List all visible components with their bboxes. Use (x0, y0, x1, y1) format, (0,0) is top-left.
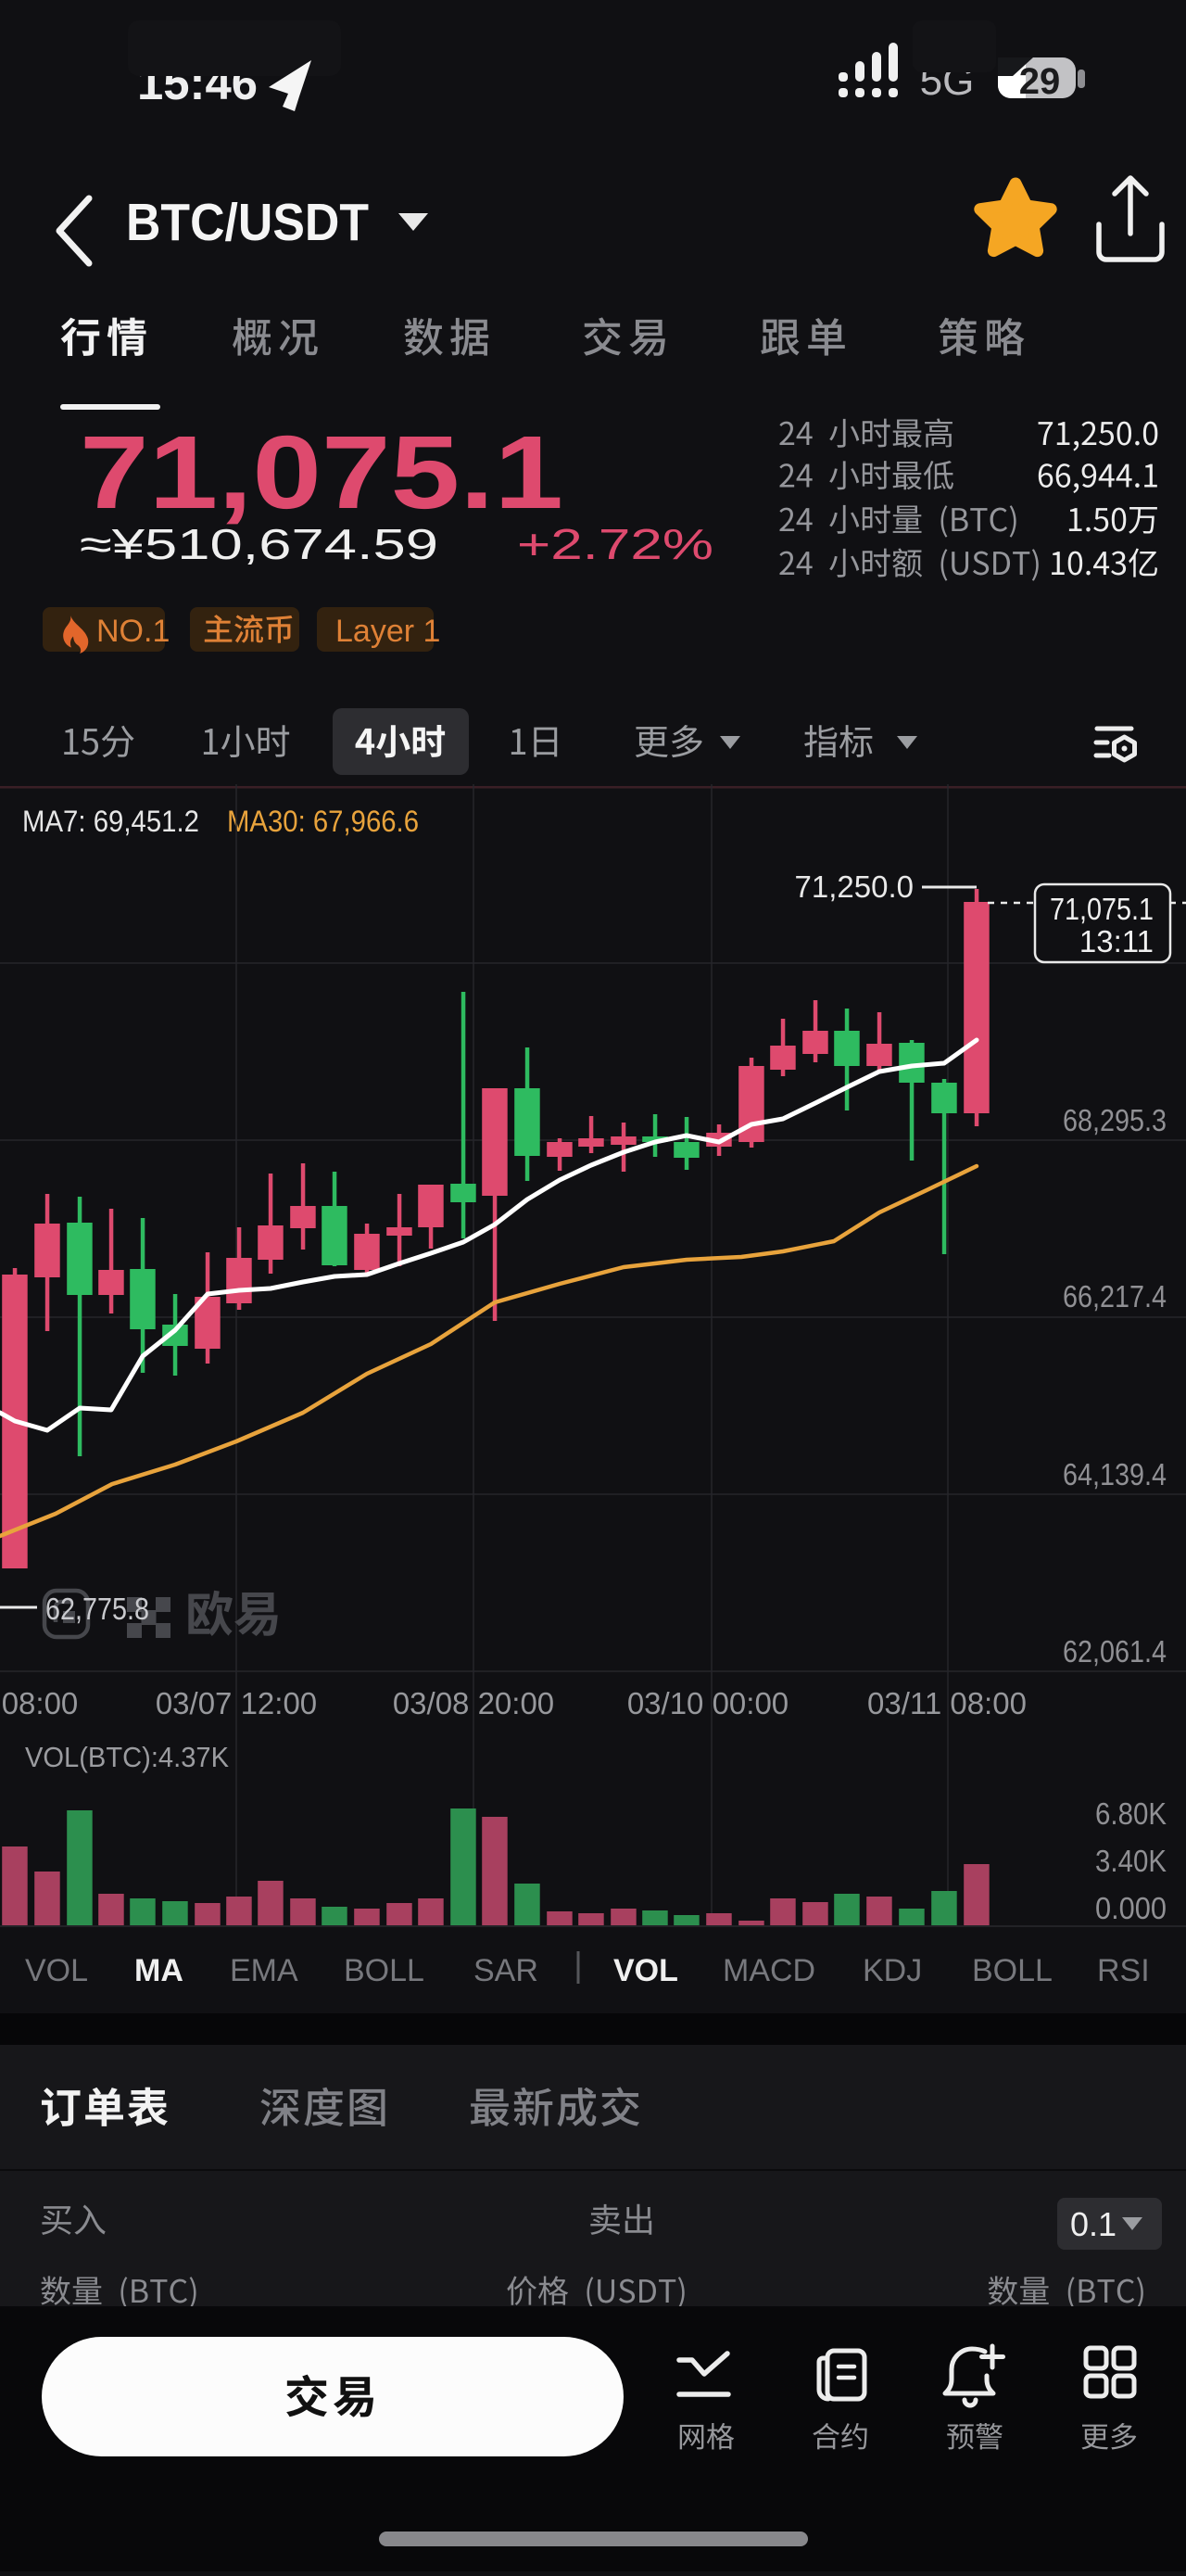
svg-text:03/11 08:00: 03/11 08:00 (867, 1686, 1027, 1720)
svg-text:NO.1: NO.1 (96, 614, 170, 649)
svg-text:+2.72%: +2.72% (517, 520, 713, 568)
svg-text:03/07 12:00: 03/07 12:00 (156, 1686, 317, 1720)
svg-text:71,075.1: 71,075.1 (80, 414, 563, 530)
svg-text:66,217.4: 66,217.4 (1063, 1279, 1167, 1313)
svg-text:71,250.0: 71,250.0 (795, 869, 914, 904)
svg-text:KDJ: KDJ (863, 1953, 922, 1988)
svg-text:68,295.3: 68,295.3 (1063, 1103, 1167, 1137)
svg-text:0.1: 0.1 (1070, 2205, 1117, 2243)
svg-text:MA: MA (134, 1953, 183, 1988)
svg-text:≈¥510,674.59: ≈¥510,674.59 (80, 520, 438, 568)
svg-text:71,075.1: 71,075.1 (1050, 892, 1154, 926)
svg-text:VOL(BTC):4.37K: VOL(BTC):4.37K (25, 1741, 229, 1773)
svg-text:MA7: 69,451.2: MA7: 69,451.2 (22, 805, 199, 838)
svg-text:RSI: RSI (1097, 1953, 1150, 1988)
svg-text:08:00: 08:00 (2, 1686, 79, 1720)
svg-text:03/08 20:00: 03/08 20:00 (393, 1686, 554, 1720)
svg-text:MACD: MACD (723, 1953, 815, 1988)
svg-text:BOLL: BOLL (972, 1953, 1053, 1988)
svg-text:SAR: SAR (473, 1953, 538, 1988)
svg-text:BOLL: BOLL (344, 1953, 424, 1988)
svg-text:62,775.8: 62,775.8 (45, 1592, 149, 1626)
svg-text:03/10 00:00: 03/10 00:00 (627, 1686, 789, 1720)
svg-text:MA30: 67,966.6: MA30: 67,966.6 (227, 805, 419, 838)
svg-text:VOL: VOL (613, 1953, 678, 1988)
svg-text:62,061.4: 62,061.4 (1063, 1634, 1167, 1669)
svg-text:13:11: 13:11 (1079, 924, 1154, 958)
svg-text:VOL: VOL (25, 1953, 88, 1988)
svg-text:EMA: EMA (230, 1953, 298, 1988)
svg-text:64,139.4: 64,139.4 (1063, 1457, 1167, 1491)
svg-text:BTC/USDT: BTC/USDT (126, 193, 369, 252)
svg-text:29: 29 (1019, 61, 1061, 102)
svg-text:0.000: 0.000 (1095, 1891, 1167, 1925)
svg-text:3.40K: 3.40K (1095, 1844, 1167, 1878)
svg-text:6.80K: 6.80K (1095, 1796, 1167, 1831)
svg-text:Layer 1: Layer 1 (335, 614, 440, 649)
